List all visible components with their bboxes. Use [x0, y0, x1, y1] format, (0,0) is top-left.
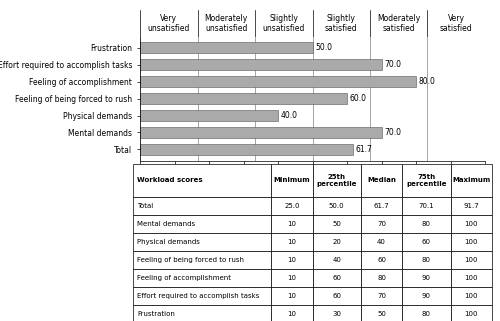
Bar	[140, 110, 278, 121]
Text: 70.0: 70.0	[384, 128, 402, 137]
Bar	[140, 93, 347, 104]
Text: Slightly
satisfied: Slightly satisfied	[325, 13, 358, 33]
Text: Slightly
unsatisfied: Slightly unsatisfied	[262, 13, 305, 33]
Text: Moderately
unsatisfied: Moderately unsatisfied	[204, 13, 248, 33]
Text: Very
satisfied: Very satisfied	[440, 13, 472, 33]
Bar	[140, 76, 416, 87]
X-axis label: PERCENTAGE (%): PERCENTAGE (%)	[276, 177, 348, 186]
Text: 60.0: 60.0	[350, 94, 367, 103]
Bar	[140, 127, 382, 138]
Bar	[140, 42, 312, 53]
Text: 61.7: 61.7	[356, 145, 372, 154]
Text: Moderately
satisfied: Moderately satisfied	[377, 13, 420, 33]
Text: 80.0: 80.0	[419, 77, 436, 86]
Bar	[140, 59, 382, 70]
Text: 40.0: 40.0	[281, 111, 298, 120]
Text: 70.0: 70.0	[384, 60, 402, 69]
Text: 50.0: 50.0	[316, 43, 332, 52]
Bar	[140, 144, 353, 155]
Text: Very
unsatisfied: Very unsatisfied	[148, 13, 190, 33]
